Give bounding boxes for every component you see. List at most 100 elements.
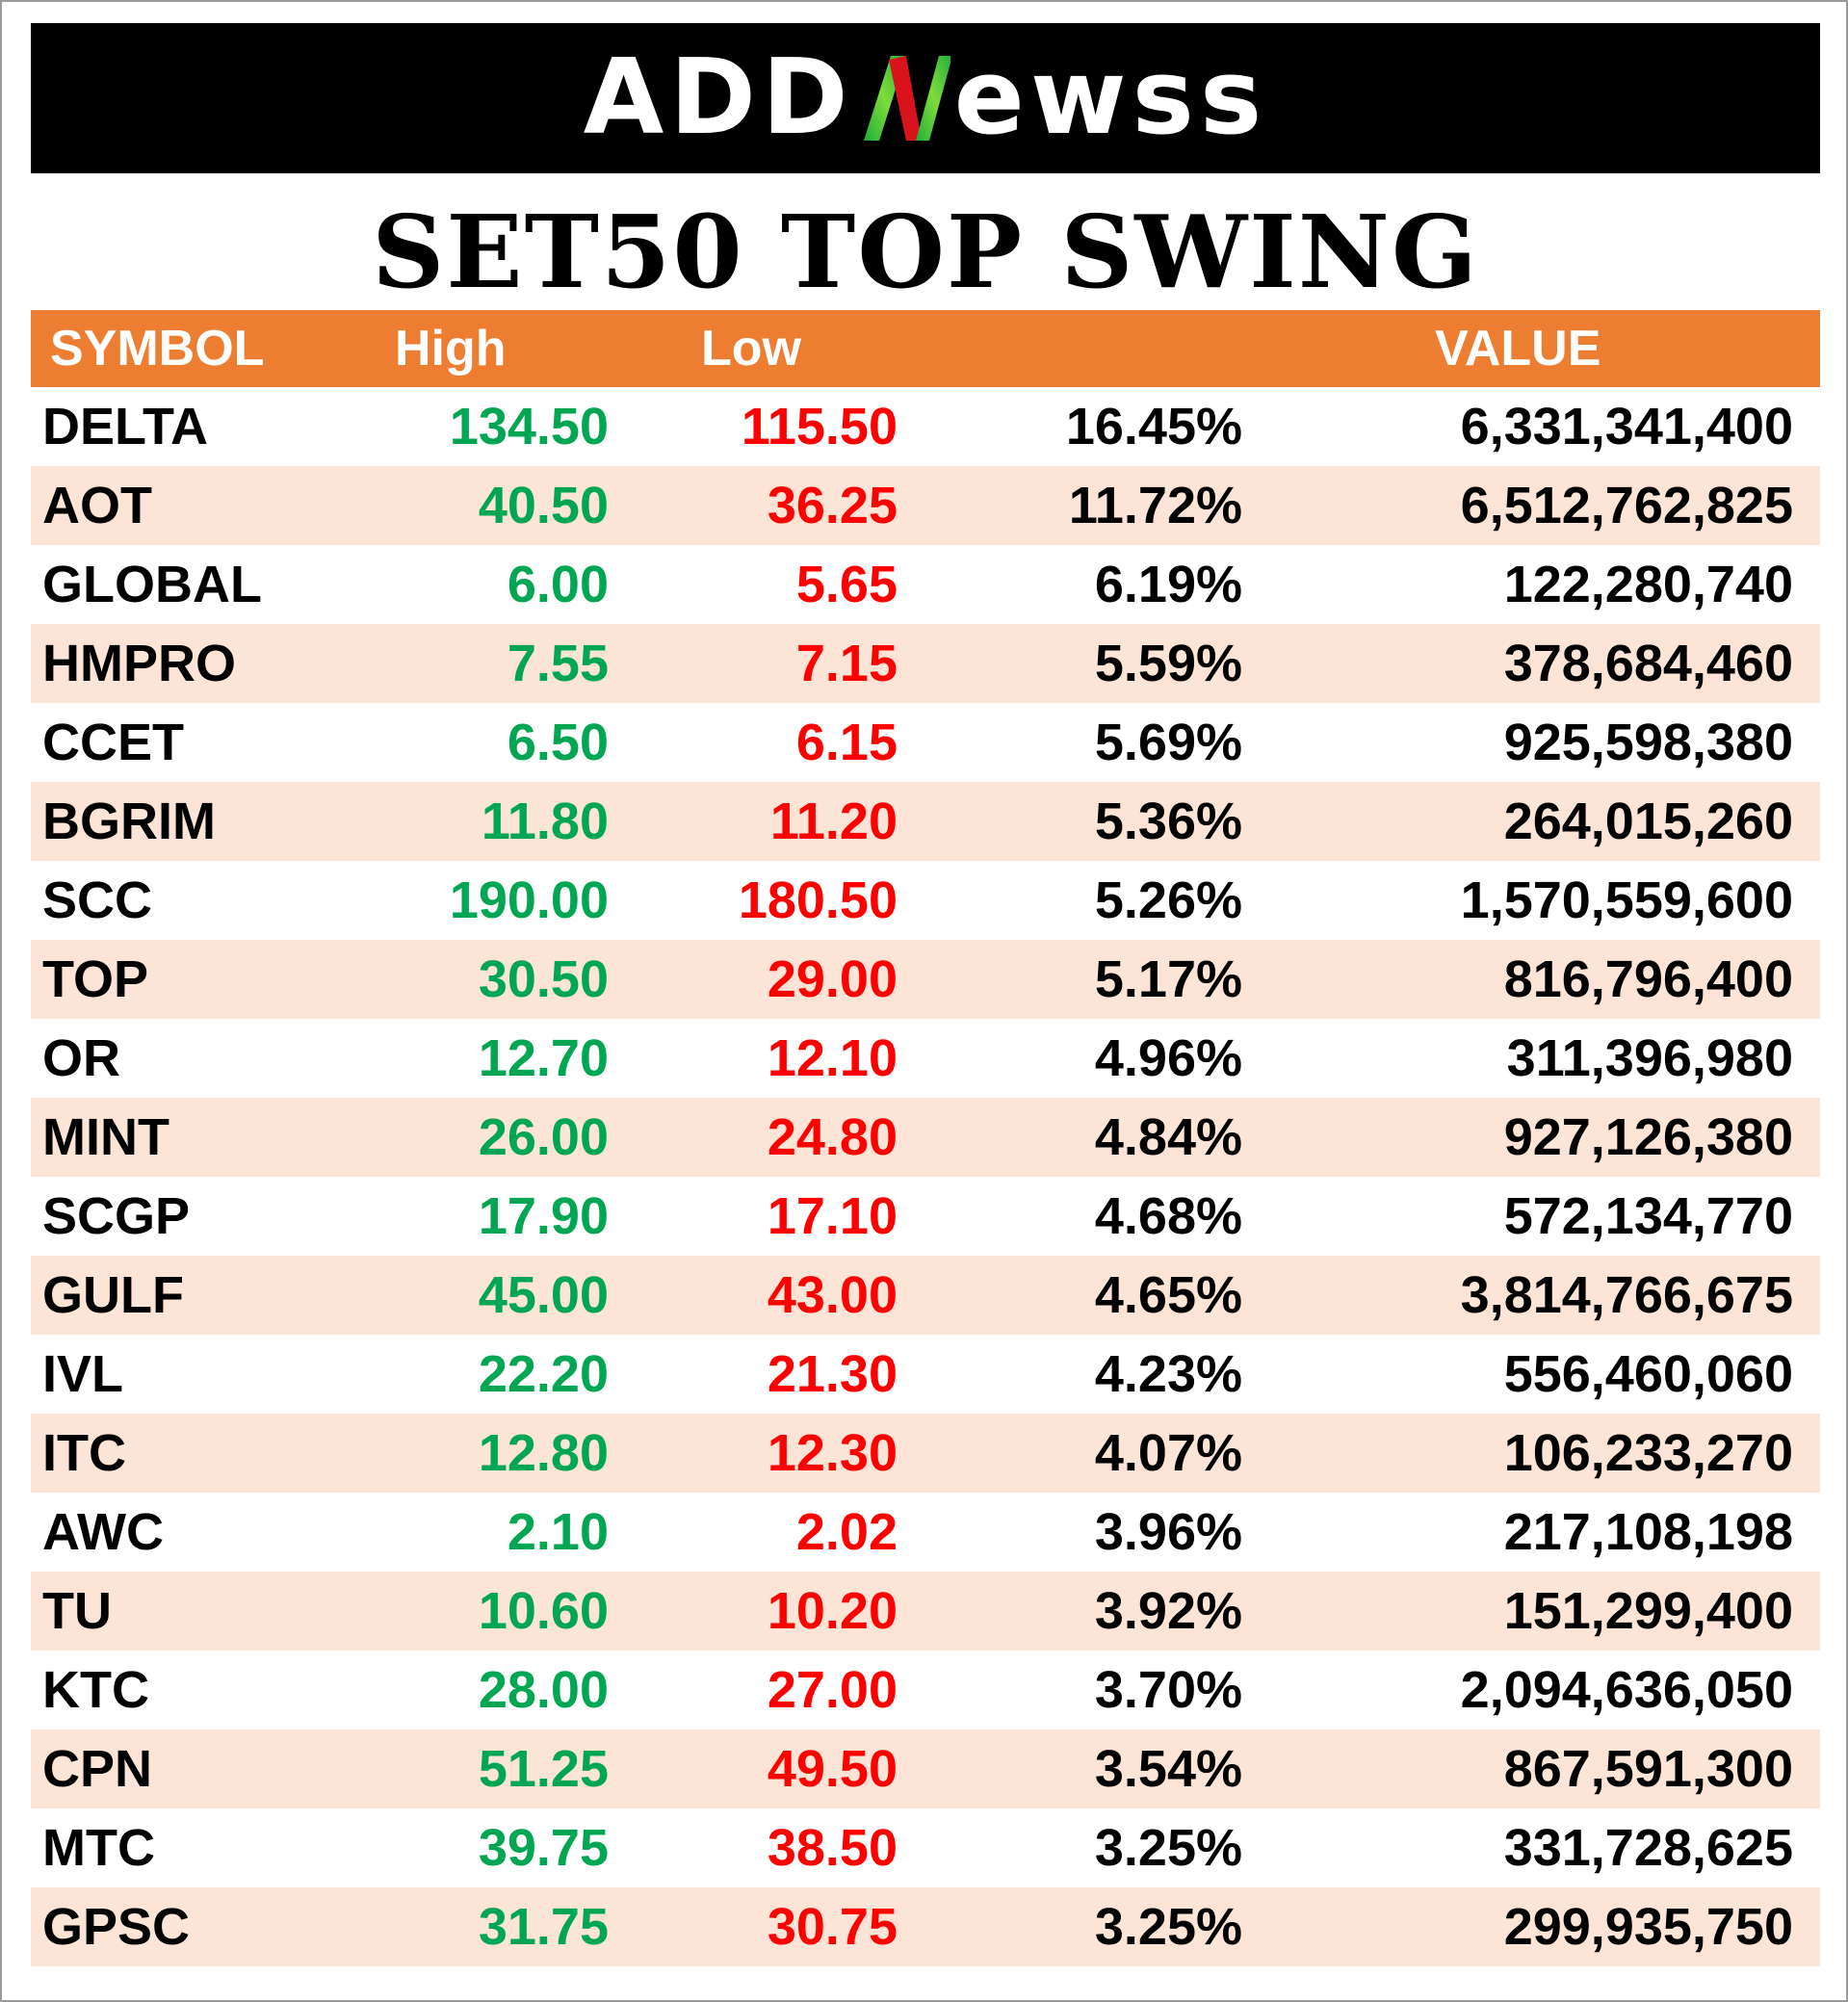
low-cell: 29.00	[767, 950, 898, 1008]
symbol-cell: BGRIM	[42, 793, 216, 850]
value-cell: 927,126,380	[1503, 1108, 1793, 1166]
table-row: SCC 190.00 180.50 5.26% 1,570,559,600	[31, 861, 1820, 940]
high-cell: 190.00	[449, 871, 609, 929]
brand-logo: ADD ewss	[584, 46, 1267, 150]
value-cell: 106,233,270	[1503, 1424, 1793, 1482]
symbol-cell: ITC	[42, 1424, 126, 1482]
brand-banner: ADD ewss	[31, 23, 1820, 173]
low-cell: 12.30	[767, 1424, 898, 1482]
header-low: Low	[701, 321, 801, 377]
table-row: AOT 40.50 36.25 11.72% 6,512,762,825	[31, 466, 1820, 545]
high-cell: 39.75	[478, 1819, 609, 1877]
symbol-cell: GULF	[42, 1266, 184, 1324]
table-row: GLOBAL 6.00 5.65 6.19% 122,280,740	[31, 545, 1820, 624]
table-row: KTC 28.00 27.00 3.70% 2,094,636,050	[31, 1651, 1820, 1729]
table-row: SCGP 17.90 17.10 4.68% 572,134,770	[31, 1177, 1820, 1256]
high-cell: 11.80	[481, 793, 609, 850]
symbol-cell: AWC	[42, 1503, 164, 1561]
value-cell: 3,814,766,675	[1460, 1266, 1793, 1324]
table-row: AWC 2.10 2.02 3.96% 217,108,198	[31, 1493, 1820, 1572]
symbol-cell: HMPRO	[42, 635, 236, 692]
swing-percent-cell: 3.92%	[1094, 1582, 1242, 1640]
symbol-cell: GPSC	[42, 1898, 191, 1956]
low-cell: 49.50	[767, 1740, 898, 1798]
page-title: SET50 TOP SWING	[372, 193, 1479, 311]
value-cell: 867,591,300	[1503, 1740, 1793, 1798]
low-cell: 43.00	[767, 1266, 898, 1324]
value-cell: 816,796,400	[1503, 950, 1793, 1008]
swing-percent-cell: 6.19%	[1094, 556, 1242, 613]
high-cell: 26.00	[478, 1108, 609, 1166]
low-cell: 2.02	[795, 1503, 898, 1561]
symbol-cell: TOP	[42, 950, 149, 1008]
symbol-cell: SCGP	[42, 1187, 191, 1245]
swing-percent-cell: 3.25%	[1094, 1819, 1242, 1877]
low-cell: 5.65	[795, 556, 898, 613]
symbol-cell: MTC	[42, 1819, 155, 1877]
high-cell: 134.50	[449, 398, 609, 455]
symbol-cell: IVL	[42, 1345, 124, 1403]
swing-percent-cell: 4.96%	[1094, 1029, 1242, 1087]
header-value: VALUE	[1435, 321, 1601, 377]
low-cell: 21.30	[767, 1345, 898, 1403]
value-cell: 378,684,460	[1503, 635, 1793, 692]
logo-text-right: ewss	[953, 38, 1268, 158]
symbol-cell: CCET	[42, 714, 184, 771]
value-cell: 925,598,380	[1503, 714, 1793, 771]
swing-percent-cell: 4.84%	[1094, 1108, 1242, 1166]
low-cell: 12.10	[767, 1029, 898, 1087]
symbol-cell: OR	[42, 1029, 120, 1087]
low-cell: 38.50	[767, 1819, 898, 1877]
swing-percent-cell: 5.69%	[1094, 714, 1242, 771]
swing-percent-cell: 4.65%	[1094, 1266, 1242, 1324]
table-row: IVL 22.20 21.30 4.23% 556,460,060	[31, 1335, 1820, 1414]
table-row: MINT 26.00 24.80 4.84% 927,126,380	[31, 1098, 1820, 1177]
high-cell: 22.20	[478, 1345, 609, 1403]
swing-percent-cell: 4.07%	[1094, 1424, 1242, 1482]
table-row: BGRIM 11.80 11.20 5.36% 264,015,260	[31, 782, 1820, 861]
header-symbol: SYMBOL	[50, 321, 265, 377]
table-row: DELTA 134.50 115.50 16.45% 6,331,341,400	[31, 387, 1820, 466]
table-row: ITC 12.80 12.30 4.07% 106,233,270	[31, 1414, 1820, 1493]
low-cell: 24.80	[767, 1108, 898, 1166]
value-cell: 299,935,750	[1503, 1898, 1793, 1956]
value-cell: 311,396,980	[1506, 1029, 1793, 1087]
low-cell: 17.10	[767, 1187, 898, 1245]
low-cell: 180.50	[738, 871, 898, 929]
swing-percent-cell: 3.96%	[1094, 1503, 1242, 1561]
logo-n-mark-icon	[863, 56, 950, 141]
symbol-cell: AOT	[42, 477, 152, 534]
low-cell: 27.00	[767, 1661, 898, 1719]
swing-percent-cell: 5.26%	[1094, 871, 1242, 929]
table-row: OR 12.70 12.10 4.96% 311,396,980	[31, 1019, 1820, 1098]
high-cell: 40.50	[478, 477, 609, 534]
table-row: GULF 45.00 43.00 4.65% 3,814,766,675	[31, 1256, 1820, 1335]
table-row: HMPRO 7.55 7.15 5.59% 378,684,460	[31, 624, 1820, 703]
table-row: GPSC 31.75 30.75 3.25% 299,935,750	[31, 1887, 1820, 1966]
symbol-cell: DELTA	[42, 398, 208, 455]
high-cell: 17.90	[478, 1187, 609, 1245]
low-cell: 6.15	[795, 714, 898, 771]
header-high: High	[395, 321, 507, 377]
low-cell: 30.75	[767, 1898, 898, 1956]
high-cell: 2.10	[507, 1503, 609, 1561]
table-header: SYMBOL High Low VALUE	[31, 310, 1820, 387]
high-cell: 10.60	[478, 1582, 609, 1640]
table-row: TU 10.60 10.20 3.92% 151,299,400	[31, 1572, 1820, 1651]
high-cell: 12.70	[478, 1029, 609, 1087]
swing-percent-cell: 3.54%	[1094, 1740, 1242, 1798]
table-row: CCET 6.50 6.15 5.69% 925,598,380	[31, 703, 1820, 782]
high-cell: 30.50	[478, 950, 609, 1008]
high-cell: 7.55	[507, 635, 609, 692]
swing-percent-cell: 4.23%	[1094, 1345, 1242, 1403]
table-row: MTC 39.75 38.50 3.25% 331,728,625	[31, 1808, 1820, 1887]
value-cell: 6,512,762,825	[1460, 477, 1793, 534]
swing-percent-cell: 3.70%	[1094, 1661, 1242, 1719]
low-cell: 7.15	[795, 635, 898, 692]
value-cell: 6,331,341,400	[1460, 398, 1793, 455]
swing-percent-cell: 5.59%	[1094, 635, 1242, 692]
value-cell: 217,108,198	[1503, 1503, 1793, 1561]
value-cell: 572,134,770	[1503, 1187, 1793, 1245]
swing-percent-cell: 16.45%	[1065, 398, 1242, 455]
